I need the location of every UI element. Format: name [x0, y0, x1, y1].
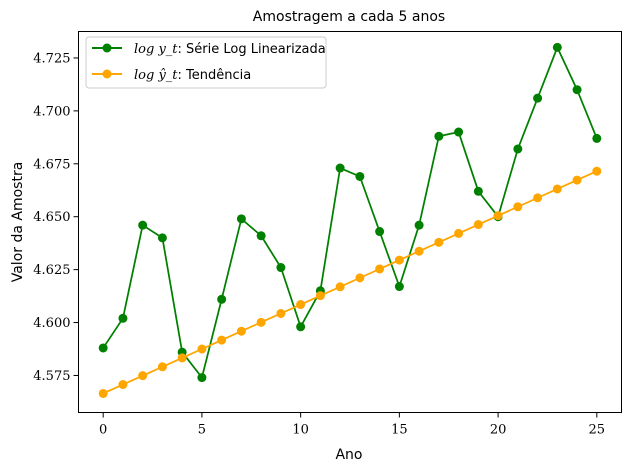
series-layer: [98, 42, 602, 398]
x-tick-label: 25: [589, 423, 606, 438]
y-tick-label: 4.650: [33, 210, 70, 225]
series-line-1: [102, 45, 598, 380]
data-point: [98, 343, 108, 353]
data-point: [533, 93, 543, 103]
data-point: [157, 233, 167, 243]
data-point: [572, 175, 582, 185]
data-point: [414, 220, 424, 230]
y-tick-label: 4.725: [33, 51, 70, 66]
data-point: [434, 131, 444, 141]
data-point: [98, 388, 108, 398]
data-point: [375, 227, 385, 237]
data-point: [276, 263, 286, 273]
data-point: [315, 291, 325, 301]
data-point: [177, 353, 187, 363]
data-point: [138, 220, 148, 230]
data-point: [217, 294, 227, 304]
x-tick-label: 5: [198, 423, 206, 438]
data-point: [256, 231, 266, 241]
data-point: [592, 166, 602, 176]
data-point: [473, 186, 483, 196]
plot-area: [78, 31, 622, 413]
legend-marker-2: [102, 69, 112, 79]
data-point: [513, 144, 523, 154]
legend-label-2-math: log ŷ_t: [134, 68, 178, 83]
series-line-2: [102, 170, 598, 395]
legend-marker-1: [102, 43, 112, 53]
data-point: [375, 264, 385, 274]
data-point: [256, 317, 266, 327]
data-point: [394, 282, 404, 292]
x-tick-label: 20: [490, 423, 507, 438]
data-point: [197, 373, 207, 383]
legend-label-2: log ŷ_t: Tendência: [134, 68, 251, 83]
y-tick-label: 4.600: [33, 316, 70, 331]
x-axis: 0 5 10 15 20 25: [99, 412, 606, 438]
y-axis: 4.575 4.600 4.625 4.650 4.675 4.700 4.725: [33, 51, 79, 384]
data-point: [217, 335, 227, 345]
data-point: [118, 313, 128, 323]
data-point: [236, 214, 246, 224]
data-point: [414, 246, 424, 256]
data-point: [276, 308, 286, 318]
data-point: [335, 163, 345, 173]
data-point: [236, 326, 246, 336]
data-point: [197, 344, 207, 354]
data-point: [355, 171, 365, 181]
data-point: [513, 202, 523, 212]
data-point: [592, 133, 602, 143]
data-point: [138, 371, 148, 381]
y-tick-label: 4.625: [33, 263, 70, 278]
data-point: [493, 211, 503, 221]
legend-label-2-text: : Tendência: [178, 68, 252, 83]
x-tick-label: 10: [292, 423, 309, 438]
legend-label-1-text: : Série Log Linearizada: [178, 42, 326, 57]
x-tick-label: 15: [391, 423, 408, 438]
data-point: [296, 300, 306, 310]
legend-label-1-math: log y_t: [134, 42, 178, 57]
data-point: [335, 282, 345, 292]
y-tick-label: 4.700: [33, 104, 70, 119]
data-point: [533, 193, 543, 203]
data-point: [157, 362, 167, 372]
data-point: [473, 220, 483, 230]
data-point: [394, 255, 404, 265]
data-point: [454, 127, 464, 137]
legend-box: [85, 36, 327, 89]
y-axis-label: Valor da Amostra: [10, 162, 26, 283]
data-point: [572, 85, 582, 95]
x-tick-label: 0: [99, 423, 107, 438]
data-point: [296, 322, 306, 332]
x-axis-label: Ano: [335, 447, 362, 463]
chart-title: Amostragem a cada 5 anos: [253, 9, 445, 25]
data-point: [355, 273, 365, 283]
data-point: [434, 237, 444, 247]
data-point: [118, 380, 128, 390]
data-point: [552, 42, 562, 52]
legend: log y_t: Série Log Linearizada log ŷ_t: …: [85, 36, 327, 89]
data-point: [454, 228, 464, 238]
legend-label-1: log y_t: Série Log Linearizada: [134, 42, 326, 57]
data-point: [552, 184, 562, 194]
y-tick-label: 4.675: [33, 157, 70, 172]
y-tick-label: 4.575: [33, 369, 70, 384]
